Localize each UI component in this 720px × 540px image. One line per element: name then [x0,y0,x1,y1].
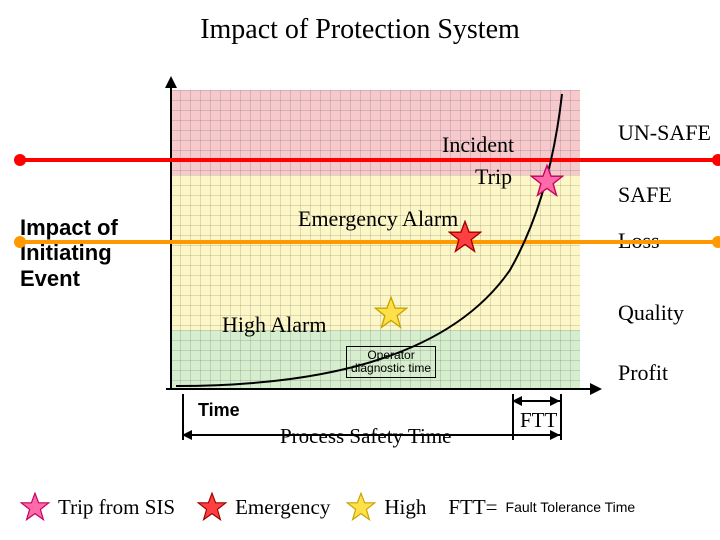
label-emergency: Emergency Alarm [298,206,458,232]
incident-line [20,158,718,162]
legend-emergency: Emergency [235,495,330,520]
label-quality: Quality [618,300,684,326]
label-high: High Alarm [222,312,327,338]
loss-line [20,240,718,244]
legend-trip-sis: Trip from SIS [58,495,175,520]
legend-high: High [384,495,426,520]
y-axis [170,84,172,390]
label-incident: Incident [442,132,514,158]
operator-diagnostic-box: Operator diagnostic time [346,346,436,378]
loss-dot-left [14,236,26,248]
x-axis [166,388,594,390]
star-high [374,296,408,330]
legend-star-emergency [197,492,227,522]
label-profit: Profit [618,360,668,386]
zone-unsafe [170,90,580,175]
legend: Trip from SIS Emergency High FTT= Fault … [20,492,710,522]
star-emergency [448,220,482,254]
legend-star-trip [20,492,50,522]
legend-star-high [346,492,376,522]
operator-line2: diagnostic time [351,362,431,375]
y-axis-label: Impact of Initiating Event [20,215,160,291]
ftt-arrow [512,400,560,402]
label-safe: SAFE [618,182,672,208]
star-trip [530,164,564,198]
time-label: Time [198,400,240,421]
loss-dot-right [712,236,720,248]
legend-ftt-eq: FTT= [448,495,497,520]
legend-ftt-def: Fault Tolerance Time [506,499,636,515]
pst-tick-3 [560,394,562,440]
page-title: Impact of Protection System [0,14,720,46]
incident-dot-right [712,154,720,166]
label-trip: Trip [475,164,512,190]
incident-dot-left [14,154,26,166]
pst-label: Process Safety Time [280,424,452,449]
label-unsafe: UN-SAFE [618,120,711,146]
